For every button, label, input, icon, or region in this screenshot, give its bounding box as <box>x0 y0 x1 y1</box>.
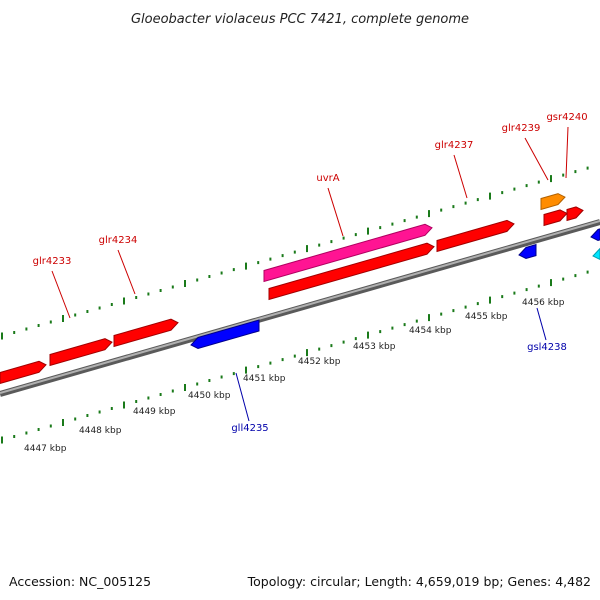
scale-label: 4455 kbp <box>465 312 508 322</box>
gene-arrow <box>436 219 515 253</box>
gene-arrow <box>0 360 47 385</box>
upper-tick-track <box>1 166 589 340</box>
scale-label: 4449 kbp <box>133 407 176 417</box>
scale-label: 4448 kbp <box>79 426 122 436</box>
gene-arrow <box>566 206 584 222</box>
gene-arrow <box>49 338 113 367</box>
gene-arrow <box>268 242 435 301</box>
scale-label: 4453 kbp <box>353 342 396 352</box>
gene-leader-line <box>536 307 547 341</box>
genome-backbone-highlight <box>0 220 600 394</box>
gene-label-glr4239: glr4239 <box>502 123 541 134</box>
gene-label-glr4233: glr4233 <box>33 256 72 267</box>
scale-label: 4452 kbp <box>298 357 341 367</box>
gene-track <box>0 193 600 385</box>
gene-arrow-uvrA <box>263 223 433 283</box>
gene-label-glr4234: glr4234 <box>99 235 138 246</box>
genome-summary: Topology: circular; Length: 4,659,019 bp… <box>247 574 591 589</box>
gene-arrow <box>540 193 566 211</box>
gene-arrow <box>518 243 537 260</box>
scale-label: 4447 kbp <box>24 444 67 454</box>
map-title: Gloeobacter violaceus PCC 7421, complete… <box>131 12 469 27</box>
scale-label: 4451 kbp <box>243 374 286 384</box>
gene-arrow <box>543 209 568 227</box>
gene-leader-line <box>51 270 71 319</box>
accession-label: Accession: NC_005125 <box>9 574 151 589</box>
kbp-scale: 4447 kbp 4448 kbp 4449 kbp 4450 kbp 4451 kbp… <box>24 298 565 454</box>
scale-label: 4456 kbp <box>522 298 565 308</box>
scale-label: 4450 kbp <box>188 391 231 401</box>
gene-leader-line <box>117 249 136 295</box>
gene-leader-line <box>565 126 569 179</box>
gene-label-glr4237: glr4237 <box>435 140 474 151</box>
scale-label: 4454 kbp <box>409 326 452 336</box>
gene-leader-line <box>453 154 468 199</box>
gene-leader-line <box>327 187 344 237</box>
gene-arrow <box>190 319 260 350</box>
gene-label-gll4235: gll4235 <box>231 423 268 434</box>
gene-arrow <box>590 228 600 242</box>
gene-label-uvrA: uvrA <box>316 173 339 184</box>
gene-labels: glr4233 glr4234 uvrA glr4237 glr4239 gsr4240 g… <box>33 112 588 434</box>
gene-arrow <box>592 247 600 261</box>
gene-leader-line <box>524 137 549 181</box>
lower-tick-track <box>1 270 589 444</box>
gene-arrow <box>113 318 179 348</box>
gene-label-gsr4240: gsr4240 <box>546 112 587 123</box>
gene-label-gsl4238: gsl4238 <box>527 342 567 353</box>
gene-leader-line <box>235 372 250 422</box>
